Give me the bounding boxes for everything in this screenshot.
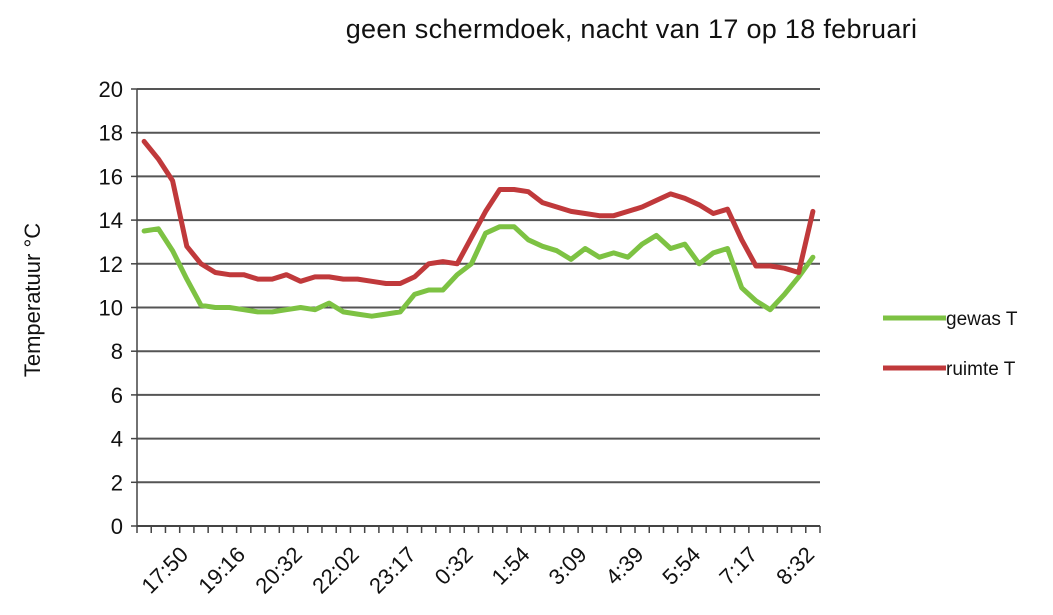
x-tick-label: 23:17 <box>364 542 421 599</box>
chart-title: geen schermdoek, nacht van 17 op 18 febr… <box>345 14 918 44</box>
x-tick-label: 19:16 <box>193 542 250 599</box>
y-tick-label: 8 <box>111 339 123 364</box>
y-tick-label: 10 <box>99 296 123 321</box>
y-tick-label: 0 <box>111 514 123 539</box>
tick-labels: 0 2 4 6 8 10 12 14 16 18 20 17:50 19:16 20:32 22:02 23:… <box>99 77 820 598</box>
series-lines <box>141 138 816 319</box>
x-tick-label: 17:50 <box>137 542 194 599</box>
x-tick-label: 8:32 <box>771 542 819 590</box>
y-tick-label: 18 <box>99 121 123 146</box>
y-axis-label: Temperatuur °C <box>20 223 45 377</box>
x-tick-label: 1:54 <box>487 542 535 590</box>
y-tick-label: 20 <box>99 77 123 102</box>
legend-label: gewas T <box>946 309 1018 330</box>
y-tick-label: 4 <box>111 427 123 452</box>
axes <box>131 88 821 533</box>
y-tick-label: 14 <box>99 208 123 233</box>
y-tick-label: 16 <box>99 164 123 189</box>
x-tick-label: 7:17 <box>714 542 762 590</box>
x-tick-label: 0:32 <box>430 542 478 590</box>
series-line-ruimte-t <box>141 138 816 286</box>
y-tick-label: 6 <box>111 383 123 408</box>
y-tick-label: 2 <box>111 470 123 495</box>
x-tick-label: 3:09 <box>544 542 592 590</box>
y-tick-label: 12 <box>99 252 123 277</box>
x-tick-label: 20:32 <box>250 542 307 599</box>
gridlines <box>137 88 820 484</box>
series-line-gewas-t <box>141 224 816 319</box>
legend: gewas T ruimte T <box>883 309 1018 380</box>
legend-label: ruimte T <box>946 359 1016 380</box>
x-tick-label: 5:54 <box>657 542 705 590</box>
x-tick-label: 4:39 <box>600 542 648 590</box>
x-tick-label: 22:02 <box>307 542 364 599</box>
